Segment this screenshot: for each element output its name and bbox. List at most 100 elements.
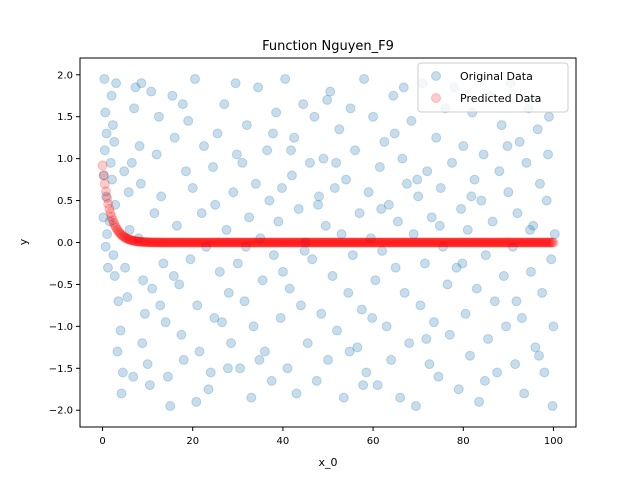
original-data-point: [507, 241, 518, 252]
original-data-point: [327, 271, 338, 282]
predicted-data-point: [306, 237, 317, 248]
original-data-point: [323, 354, 333, 365]
original-data-point: [338, 392, 349, 403]
original-data-point: [372, 380, 383, 391]
original-data-point: [277, 266, 288, 277]
predicted-data-point: [109, 220, 120, 231]
predicted-data-point: [322, 237, 333, 248]
predicted-data-point: [443, 237, 454, 248]
predicted-data-point: [141, 237, 152, 248]
original-data-point: [100, 107, 111, 118]
predicted-data-point: [212, 237, 223, 248]
predicted-data-point: [176, 237, 187, 248]
predicted-data-point: [255, 237, 266, 248]
predicted-data-point: [339, 237, 350, 248]
predicted-data-point: [446, 237, 457, 248]
original-data-point: [543, 149, 554, 160]
original-data-point: [511, 296, 522, 307]
original-data-point: [280, 73, 291, 84]
x-axis-label: x_0: [318, 456, 337, 469]
predicted-data-point: [454, 237, 465, 248]
predicted-data-point: [540, 237, 551, 248]
original-data-point: [483, 333, 494, 344]
predicted-data-point: [218, 237, 229, 248]
predicted-data-point: [244, 237, 255, 248]
predicted-data-point: [402, 237, 413, 248]
predicted-data-point: [375, 237, 386, 248]
predicted-data-point: [177, 237, 188, 248]
original-data-point: [361, 367, 372, 378]
original-data-point: [124, 224, 135, 235]
original-data-point: [241, 120, 252, 131]
predicted-data-point: [303, 237, 314, 248]
original-data-point: [169, 132, 180, 143]
predicted-data-point: [326, 237, 337, 248]
predicted-data-point: [436, 237, 447, 248]
predicted-data-point: [217, 237, 228, 248]
predicted-data-point: [359, 237, 370, 248]
original-data-point: [116, 388, 127, 399]
predicted-data-point: [163, 237, 174, 248]
predicted-data-point: [138, 236, 149, 247]
original-data-point: [178, 354, 189, 365]
predicted-data-point: [270, 237, 281, 248]
original-data-point: [428, 317, 439, 328]
predicted-data-point: [355, 237, 366, 248]
predicted-data-point: [172, 237, 183, 248]
predicted-data-point: [513, 237, 524, 248]
original-data-point: [307, 254, 318, 265]
predicted-data-point: [523, 237, 534, 248]
predicted-data-point: [108, 218, 119, 229]
original-data-point: [117, 367, 128, 378]
predicted-data-point: [305, 237, 316, 248]
predicted-data-point: [507, 237, 518, 248]
predicted-data-point: [256, 237, 267, 248]
predicted-data-point: [324, 237, 335, 248]
predicted-data-point: [142, 237, 153, 248]
predicted-data-point: [135, 236, 146, 247]
original-data-point: [177, 99, 188, 110]
predicted-data-point: [278, 237, 289, 248]
original-data-point: [316, 308, 327, 319]
predicted-data-point: [390, 237, 401, 248]
predicted-data-point: [506, 237, 517, 248]
original-data-point: [104, 216, 115, 227]
original-data-point: [255, 233, 266, 244]
original-data-point: [151, 149, 162, 160]
predicted-data-point: [254, 237, 265, 248]
predicted-data-point: [472, 237, 483, 248]
predicted-data-point: [233, 237, 244, 248]
original-data-point: [147, 283, 158, 294]
predicted-data-point: [166, 237, 177, 248]
predicted-data-point: [465, 237, 476, 248]
original-data-point: [367, 312, 378, 323]
predicted-data-point: [164, 237, 175, 248]
predicted-data-point: [504, 237, 515, 248]
original-data-point: [503, 187, 514, 198]
original-data-point: [128, 371, 139, 382]
original-data-point: [286, 170, 297, 181]
original-data-point: [376, 203, 387, 214]
predicted-data-point: [351, 237, 362, 248]
predicted-data-point: [438, 237, 449, 248]
original-data-point: [356, 304, 367, 315]
predicted-data-point: [548, 237, 559, 248]
predicted-data-point: [299, 237, 310, 248]
predicted-data-point: [100, 186, 111, 197]
predicted-data-point: [219, 237, 230, 248]
predicted-data-point: [413, 237, 424, 248]
original-data-point: [191, 396, 202, 407]
original-data-point: [109, 136, 120, 147]
predicted-data-point: [538, 237, 549, 248]
predicted-data-point: [545, 237, 556, 248]
original-data-point: [399, 287, 410, 298]
original-data-point: [277, 182, 288, 193]
original-data-point: [322, 94, 333, 105]
original-data-point: [456, 203, 467, 214]
predicted-data-point: [230, 237, 241, 248]
predicted-data-point: [203, 237, 214, 248]
predicted-data-point: [372, 237, 383, 248]
original-data-point: [419, 258, 430, 269]
original-data-point: [412, 174, 423, 185]
predicted-data-point: [258, 237, 269, 248]
